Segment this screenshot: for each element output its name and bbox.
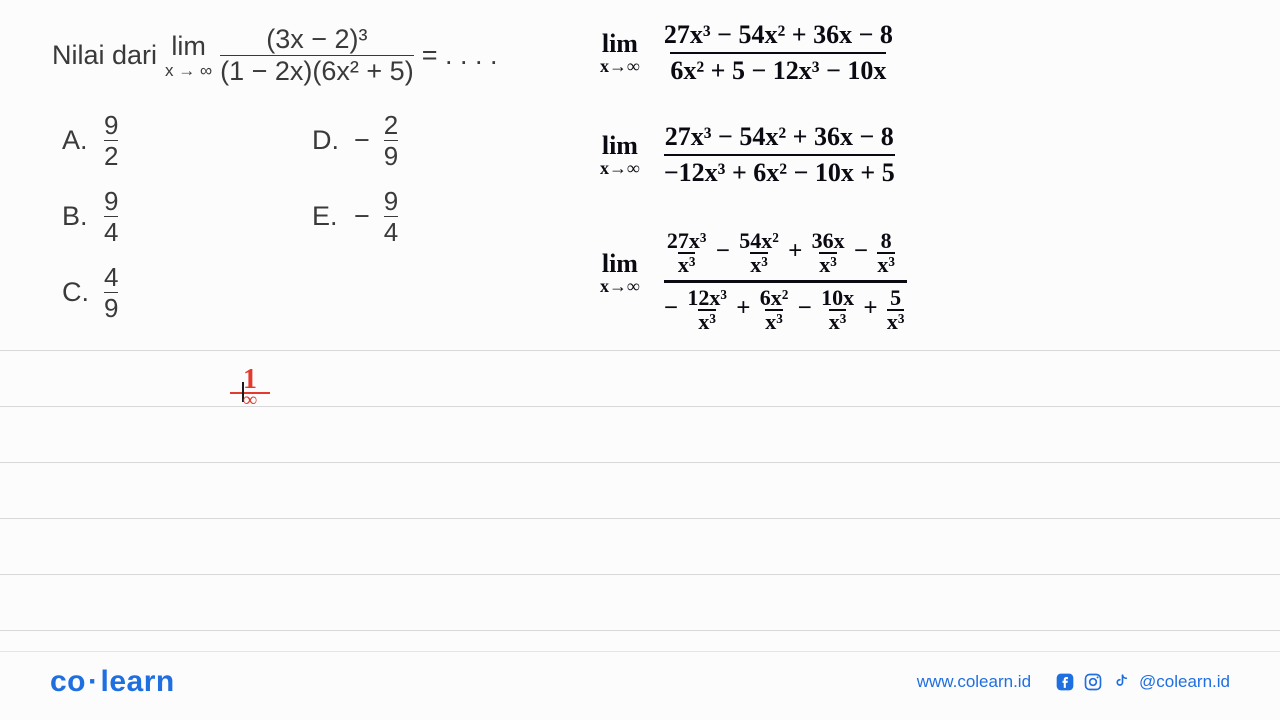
question-text: Nilai dari lim x → ∞ (3x − 2)³ (1 − 2x)(… bbox=[52, 26, 497, 85]
handwriting-step-2: lim x→∞ 27x³ − 54x² + 36x − 8 −12x³ + 6x… bbox=[600, 122, 895, 188]
footer-separator bbox=[0, 651, 1280, 652]
question-equals: = . . . . bbox=[422, 40, 498, 71]
hw-lim-1: lim x→∞ bbox=[600, 30, 640, 76]
option-a[interactable]: A. 9 2 bbox=[62, 102, 312, 178]
hw-frac-1: 27x³ − 54x² + 36x − 8 6x² + 5 − 12x³ − 1… bbox=[664, 20, 893, 86]
brand-logo: co·learn bbox=[50, 665, 175, 699]
hw-frac-2: 27x³ − 54x² + 36x − 8 −12x³ + 6x² − 10x … bbox=[664, 122, 895, 188]
question-fraction: (3x − 2)³ (1 − 2x)(6x² + 5) bbox=[220, 26, 414, 85]
handwriting-step-1: lim x→∞ 27x³ − 54x² + 36x − 8 6x² + 5 − … bbox=[600, 20, 893, 86]
footer: co·learn www.colearn.id @colearn.id bbox=[0, 662, 1280, 702]
limit-operator: lim x → ∞ bbox=[165, 33, 212, 79]
tiktok-icon[interactable] bbox=[1111, 672, 1131, 692]
red-annotation: 1 ∞ bbox=[230, 368, 270, 411]
option-c[interactable]: C. 4 9 bbox=[62, 254, 312, 330]
hw-lim-3: lim x→∞ bbox=[600, 250, 640, 296]
hw-big-denominator: − 12x³x³ + 6x²x³ − 10xx³ + 5x³ bbox=[664, 287, 908, 333]
facebook-icon[interactable] bbox=[1055, 672, 1075, 692]
hw-big-bar bbox=[664, 280, 908, 283]
question-prefix: Nilai dari bbox=[52, 40, 157, 71]
handwriting-step-3: lim x→∞ 27x³x³ − 54x²x³ + 36xx³ − 8x³ − … bbox=[600, 230, 907, 333]
hw-big-fraction: 27x³x³ − 54x²x³ + 36xx³ − 8x³ − 12x³x³ +… bbox=[664, 230, 908, 333]
footer-handle[interactable]: @colearn.id bbox=[1139, 672, 1230, 692]
answer-options: A. 9 2 B. 9 4 C. 4 9 D. − 2 9 E. − 9 4 bbox=[62, 102, 512, 330]
option-b[interactable]: B. 9 4 bbox=[62, 178, 312, 254]
footer-url[interactable]: www.colearn.id bbox=[917, 672, 1031, 692]
hw-lim-2: lim x→∞ bbox=[600, 132, 640, 178]
instagram-icon[interactable] bbox=[1083, 672, 1103, 692]
footer-right: www.colearn.id @colearn.id bbox=[917, 672, 1230, 692]
option-d[interactable]: D. − 2 9 bbox=[312, 102, 512, 178]
social-icons: @colearn.id bbox=[1055, 672, 1230, 692]
hw-big-numerator: 27x³x³ − 54x²x³ + 36xx³ − 8x³ bbox=[664, 230, 908, 276]
option-e[interactable]: E. − 9 4 bbox=[312, 178, 512, 254]
